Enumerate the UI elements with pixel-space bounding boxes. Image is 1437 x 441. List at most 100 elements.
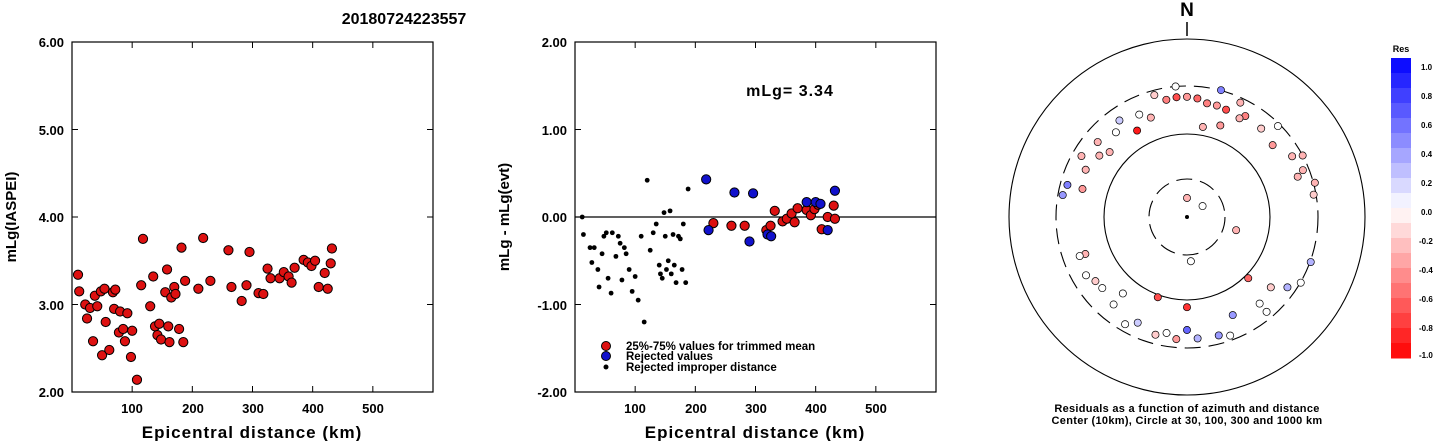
rejected-point — [747, 188, 759, 199]
colorbar-band — [1391, 103, 1411, 119]
colorbar-tick: 0.2 — [1421, 179, 1433, 188]
legend-label-rejected: Rejected values — [626, 351, 713, 363]
x-axis-label-1: Epicentral distance (km) — [142, 423, 363, 441]
colorbar-bands — [1391, 58, 1411, 359]
rejected-point — [829, 185, 841, 196]
station-point — [1212, 101, 1221, 110]
data-point — [289, 262, 300, 273]
colorbar-tick: -0.4 — [1419, 266, 1433, 275]
rejected-point — [703, 225, 714, 236]
data-point — [100, 316, 111, 328]
rejected-point — [822, 225, 833, 236]
station-point — [1183, 326, 1191, 334]
station-point — [1235, 114, 1244, 123]
data-point — [180, 275, 191, 286]
x-tick-label: 300 — [745, 401, 767, 416]
improper-point — [621, 245, 627, 251]
station-point — [1121, 320, 1130, 329]
colorbar-band — [1391, 118, 1411, 134]
y-tick-label: 0.00 — [542, 210, 567, 225]
colorbar-band — [1391, 223, 1411, 239]
trimmed-point — [769, 205, 780, 216]
improper-point — [662, 233, 668, 239]
station-point — [1172, 335, 1181, 344]
colorbar-band — [1391, 208, 1411, 224]
station-point — [1077, 152, 1086, 161]
data-point — [198, 232, 209, 244]
station-point — [1081, 165, 1090, 174]
improper-point — [629, 288, 635, 294]
improper-point — [595, 267, 601, 272]
improper-point — [653, 221, 659, 227]
data-point — [322, 283, 333, 294]
colorbar-band — [1391, 73, 1411, 89]
x-tick-label: 200 — [685, 401, 707, 416]
x-tick-label: 100 — [624, 401, 646, 416]
data-points-1 — [72, 232, 338, 385]
caption-line-2: Center (10km), Circle at 30, 100, 300 an… — [1052, 415, 1323, 427]
improper-point — [638, 233, 644, 239]
colorbar-tick: -0.8 — [1419, 324, 1433, 333]
improper-point — [671, 262, 677, 268]
data-point — [286, 277, 297, 288]
station-point — [1257, 124, 1266, 133]
improper-point — [601, 233, 607, 239]
station-point — [1162, 329, 1171, 337]
improper-point — [599, 251, 605, 257]
data-point — [309, 255, 321, 266]
station-point — [1133, 126, 1142, 135]
station-point — [1183, 303, 1191, 312]
colorbar-tick-labels: 1.0 0.8 0.6 0.4 0.2 0.0 -0.2 -0.4 -0.6 -… — [1419, 63, 1433, 360]
y-tick-label: 3.00 — [39, 298, 64, 313]
improper-point — [656, 262, 662, 268]
colorbar-tick: 0.0 — [1421, 208, 1433, 217]
legend-marker-improper — [603, 364, 609, 370]
station-point — [1095, 151, 1104, 160]
station-point — [1203, 99, 1211, 108]
station-point — [1118, 289, 1127, 298]
station-point — [1183, 92, 1191, 101]
y-axis-label-1: mLg(IASPEI) — [3, 172, 20, 263]
station-point — [1115, 116, 1124, 125]
legend-marker-rejected — [601, 351, 611, 361]
north-label: N — [1180, 0, 1194, 21]
station-point — [1255, 299, 1264, 308]
improper-point — [609, 230, 615, 236]
improper-point — [589, 260, 595, 265]
data-point — [131, 374, 143, 385]
legend-marker-trimmed — [601, 341, 611, 351]
colorbar-band — [1391, 88, 1411, 104]
station-point — [1151, 330, 1160, 339]
station-point — [1105, 148, 1114, 157]
data-point — [176, 242, 187, 253]
colorbar-tick: 1.0 — [1421, 63, 1433, 72]
colorbar-tick: -0.2 — [1419, 237, 1433, 246]
station-point — [1058, 191, 1067, 200]
station-point — [1093, 138, 1102, 147]
data-point — [170, 288, 181, 300]
improper-point — [605, 275, 611, 281]
x-tick-label: 300 — [242, 401, 264, 416]
x-tick-label: 400 — [805, 401, 827, 416]
colorbar-band — [1391, 313, 1411, 329]
station-point — [1063, 181, 1072, 189]
x-tick-label: 400 — [302, 401, 324, 416]
data-point — [226, 281, 237, 293]
improper-point — [668, 271, 674, 277]
x-tick-label: 500 — [865, 401, 887, 416]
y-tick-labels-1: 2.00 3.00 4.00 5.00 6.00 — [39, 35, 64, 400]
trimmed-point — [789, 217, 800, 228]
data-point — [122, 308, 133, 319]
colorbar-tick: 0.6 — [1421, 121, 1433, 130]
data-point — [178, 337, 189, 348]
data-point — [164, 337, 175, 348]
data-point — [173, 323, 185, 335]
station-point — [1193, 94, 1202, 103]
data-point — [193, 283, 204, 294]
station-point — [1228, 311, 1237, 320]
data-point — [127, 325, 138, 336]
ring-30km — [1148, 178, 1226, 256]
y-tick-label: 1.00 — [542, 123, 567, 138]
data-points-2 — [579, 174, 841, 325]
rejected-point — [815, 198, 826, 209]
